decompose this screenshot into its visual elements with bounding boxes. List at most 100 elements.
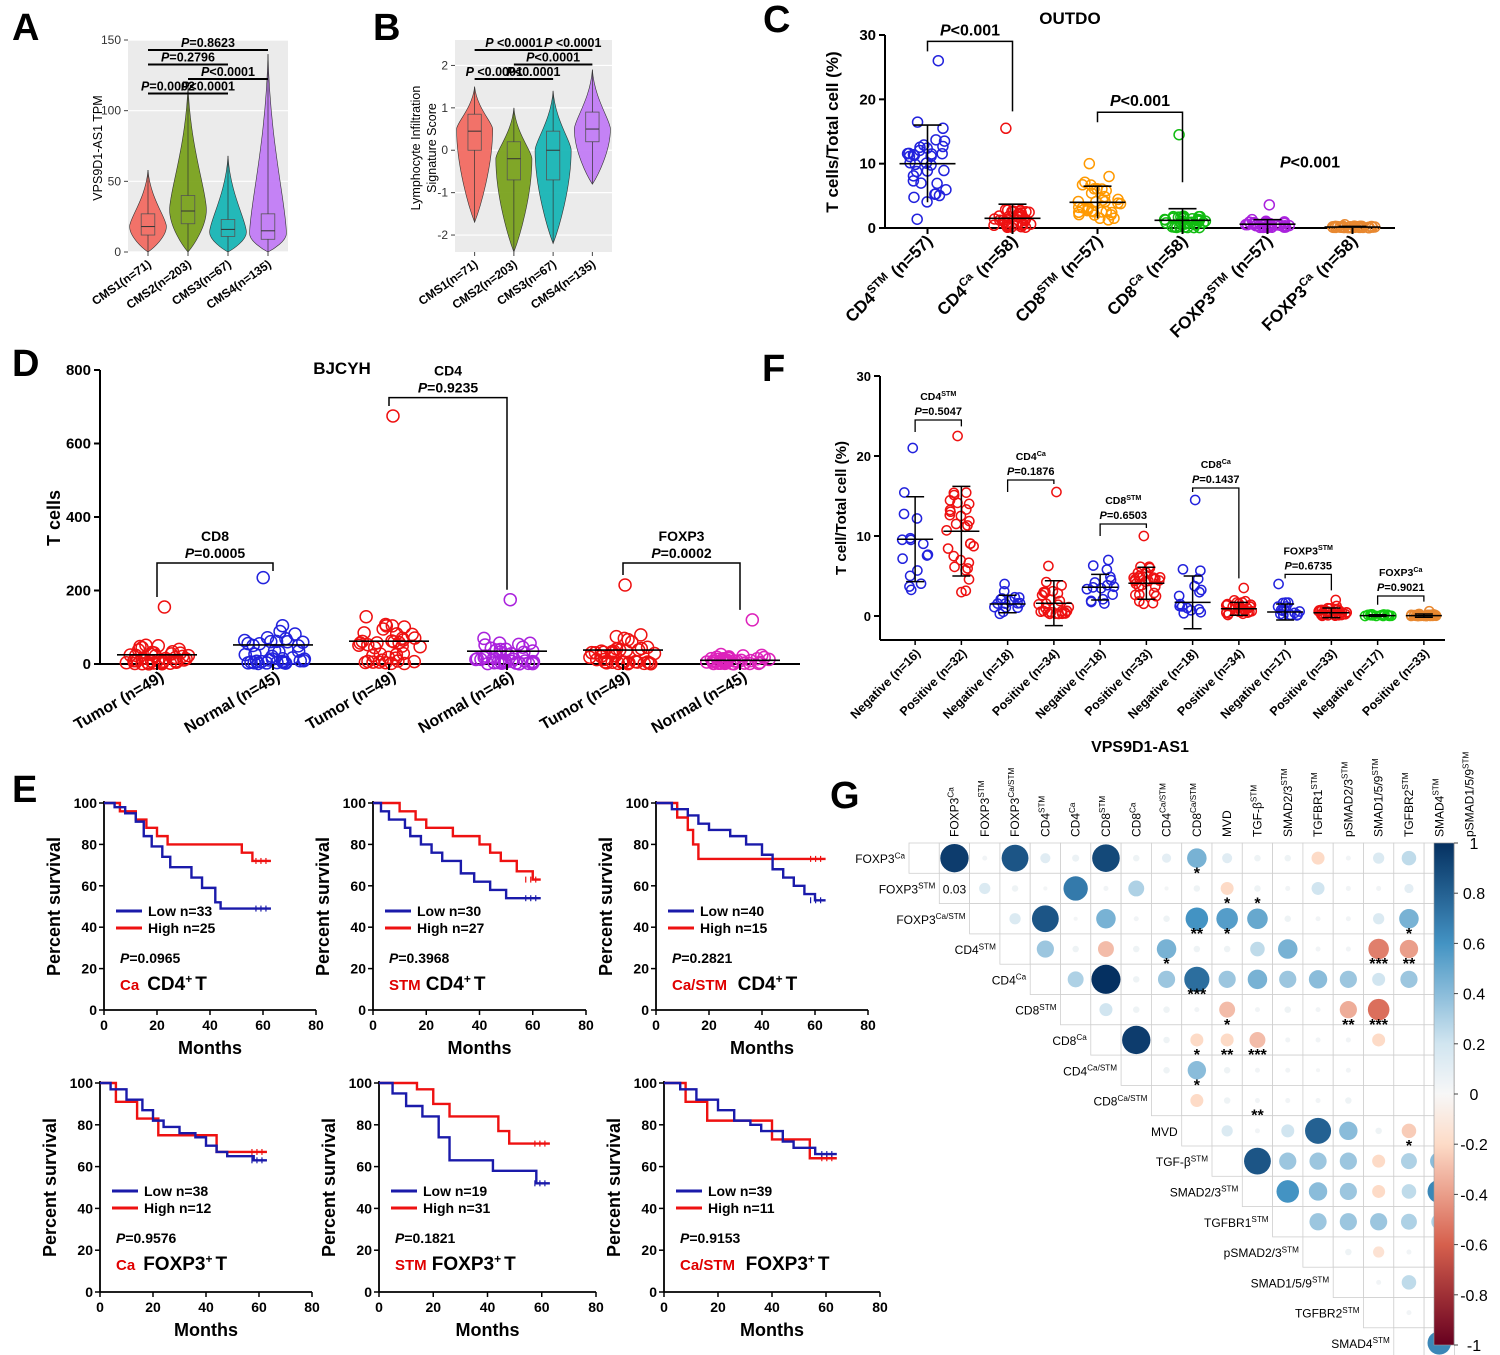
x-axis-title: Months [456,1320,520,1340]
group-n: (n=58) [1312,231,1361,280]
data-point [477,631,491,646]
y-tick-label: 100 [101,104,121,118]
p-letter: P [507,65,516,79]
p-value: P=0.1821 [395,1230,456,1246]
comparison-p-value: P <0.0001 [544,36,601,50]
correlation-circle [1011,885,1019,892]
variable-base: FOXP3 [1284,545,1319,557]
variable-base: SMAD4 [1331,1337,1373,1351]
p-value: <0.0001 [189,80,235,94]
data-point [503,592,518,607]
matrix-cell [1211,842,1243,874]
variable-superscript: STM [1038,796,1047,813]
data-point [518,654,532,668]
matrix-cell [999,933,1031,965]
correlation-circle [1219,1001,1236,1018]
legend-label: Low n=38 [144,1183,208,1199]
p-value: =0.9235 [427,380,478,396]
data-point [1002,219,1015,231]
comparison-p-value: P=0.1437 [1192,474,1239,486]
correlation-circle [1315,1037,1321,1043]
colorbar [1433,842,1455,1346]
data-point [745,613,760,627]
correlation-circle [1406,1310,1412,1316]
row-label: CD4Ca [992,973,1027,988]
correlation-circle [1399,908,1419,929]
data-point [1040,576,1052,588]
y-tick-label: 0 [641,1002,649,1018]
data-point [157,600,172,614]
y-tick-label: 600 [66,436,91,453]
correlation-circle [1221,1125,1233,1137]
variable-superscript: STM [1312,1276,1329,1285]
x-tick-label: 60 [818,1299,834,1315]
y-tick-label: 150 [101,33,121,47]
data-point [625,635,639,649]
data-point [357,626,371,640]
comparison-bracket [1099,523,1148,536]
y-tick-label: 0 [89,1002,97,1018]
correlation-circle [1372,1033,1386,1047]
variable-superscript: STM [1191,1154,1208,1163]
matrix-cell [1393,1054,1425,1086]
cell-suffix: T [504,1254,516,1275]
data-point [932,54,945,67]
column-label: SMAD4STM [1431,778,1446,837]
cell-label: CD4+ T [738,972,798,995]
correlation-circle [1284,854,1292,862]
data-point [1045,606,1057,618]
column-label: CD8STM [1098,796,1113,837]
data-point [366,655,380,669]
data-point [1166,221,1179,233]
data-point [999,578,1010,590]
cell-suffix: T [818,1254,830,1275]
variable-superscript: STM [1401,772,1410,789]
comparison-p-value: P<0.001 [1110,93,1170,110]
correlation-circle [1185,907,1209,931]
legend-label: High n=15 [700,920,768,936]
variable-base: FOXP3 [947,797,961,837]
correlation-circle [1184,966,1210,992]
matrix-cell [1272,1206,1304,1238]
data-point [1173,128,1185,141]
data-point [237,633,252,648]
data-point [911,213,923,225]
p-value: =0.1876 [1014,466,1054,478]
variable-superscript: Ca/STM [1189,783,1198,813]
data-point [397,656,412,671]
matrix-cell [1211,1145,1243,1177]
panel-letter: F [762,348,785,390]
p-value: <0.0001 [474,65,523,79]
matrix-cell [1060,994,1092,1026]
data-point [949,561,960,573]
p-letter: P [1280,154,1291,171]
data-point [498,653,512,668]
comparison-bracket [926,40,1014,112]
data-point [753,655,767,670]
correlation-circle [1223,1066,1231,1074]
correlation-circle [1223,945,1231,953]
matrix-cell [1241,872,1274,904]
x-tick-label: 60 [525,1017,541,1033]
significance-stars: * [1163,956,1170,973]
variable-base: pSMAD2/3 [1341,779,1355,837]
variable-superscript: STM [1098,796,1107,813]
data-point [1107,589,1118,601]
variable-base: CD4 [1038,813,1052,837]
x-tick-label: 20 [425,1299,441,1315]
variable-base: TGF-β [1250,802,1264,837]
y-tick-label: 20 [857,449,871,464]
data-point [599,656,614,670]
comparison-bracket [1284,573,1333,591]
column-label: pSMAD2/3STM [1341,762,1356,837]
p-value: <0.0001 [209,65,255,79]
correlation-circle [1376,885,1382,891]
x-tick-label: 40 [198,1299,214,1315]
matrix-cell [1181,1115,1213,1147]
correlation-circle [1128,880,1145,897]
y-tick-label: 20 [641,1242,657,1258]
x-tick-label: 40 [764,1299,780,1315]
comparison-bracket [622,562,741,610]
row-label: CD8Ca/STM [1093,1094,1147,1109]
row-label: CD8Ca [1052,1033,1087,1048]
